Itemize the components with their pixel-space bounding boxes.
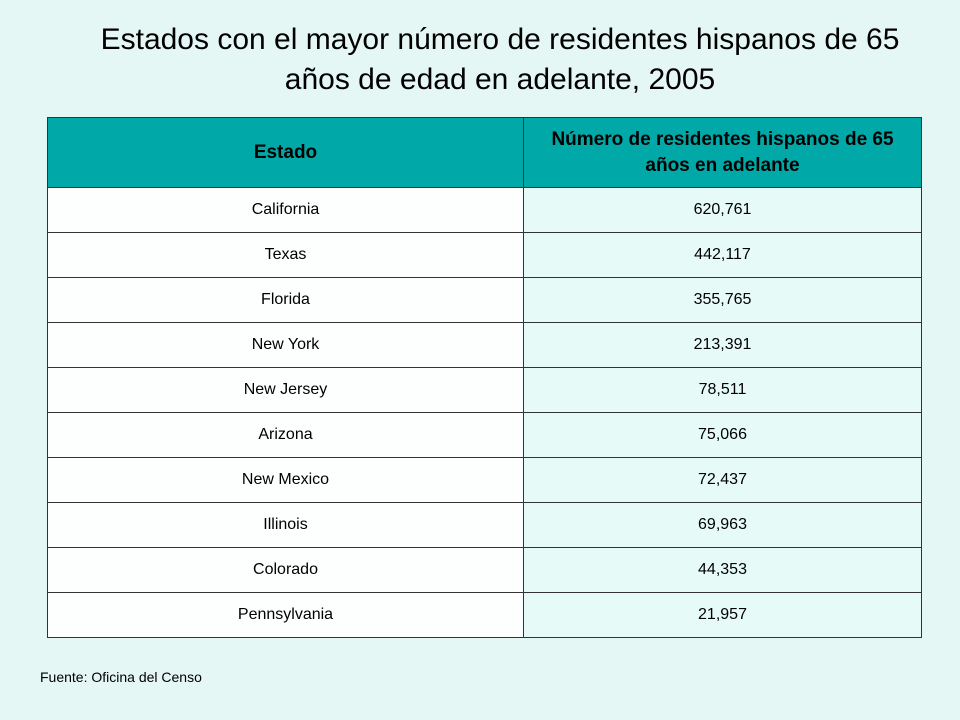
table-row: New Mexico 72,437: [47, 457, 922, 503]
count-cell: 442,117: [523, 232, 922, 278]
source-note: Fuente: Oficina del Censo: [40, 669, 202, 685]
table-row: Pennsylvania 21,957: [47, 592, 922, 638]
table-row: Arizona 75,066: [47, 412, 922, 458]
table-header: Estado Número de residentes hispanos de …: [47, 117, 922, 188]
count-cell: 620,761: [523, 187, 922, 233]
state-cell: Florida: [47, 277, 524, 323]
column-header-state: Estado: [47, 117, 524, 188]
table-row: Illinois 69,963: [47, 502, 922, 548]
state-cell: Illinois: [47, 502, 524, 548]
count-cell: 75,066: [523, 412, 922, 458]
state-cell: Texas: [47, 232, 524, 278]
page-title-line-1: Estados con el mayor número de residente…: [100, 23, 900, 56]
count-cell: 69,963: [523, 502, 922, 548]
state-cell: New Jersey: [47, 367, 524, 413]
table-body: California 620,761 Texas 442,117 Florida…: [47, 187, 922, 638]
count-cell: 213,391: [523, 322, 922, 368]
count-cell: 355,765: [523, 277, 922, 323]
state-cell: New York: [47, 322, 524, 368]
state-cell: Pennsylvania: [47, 592, 524, 638]
table-header-row: Estado Número de residentes hispanos de …: [47, 117, 922, 188]
state-cell: California: [47, 187, 524, 233]
table-row: Colorado 44,353: [47, 547, 922, 593]
table-row: New Jersey 78,511: [47, 367, 922, 413]
column-header-count: Número de residentes hispanos de 65 años…: [523, 117, 922, 188]
page-title: Estados con el mayor número de residente…: [40, 20, 960, 100]
hispanic-residents-table: Estado Número de residentes hispanos de …: [47, 117, 922, 638]
state-cell: Arizona: [47, 412, 524, 458]
count-cell: 21,957: [523, 592, 922, 638]
table-row: Florida 355,765: [47, 277, 922, 323]
table-row: California 620,761: [47, 187, 922, 233]
state-cell: New Mexico: [47, 457, 524, 503]
state-cell: Colorado: [47, 547, 524, 593]
count-cell: 44,353: [523, 547, 922, 593]
table-row: Texas 442,117: [47, 232, 922, 278]
count-cell: 78,511: [523, 367, 922, 413]
table-row: New York 213,391: [47, 322, 922, 368]
count-cell: 72,437: [523, 457, 922, 503]
page-title-line-2: años de edad en adelante, 2005: [284, 63, 716, 96]
